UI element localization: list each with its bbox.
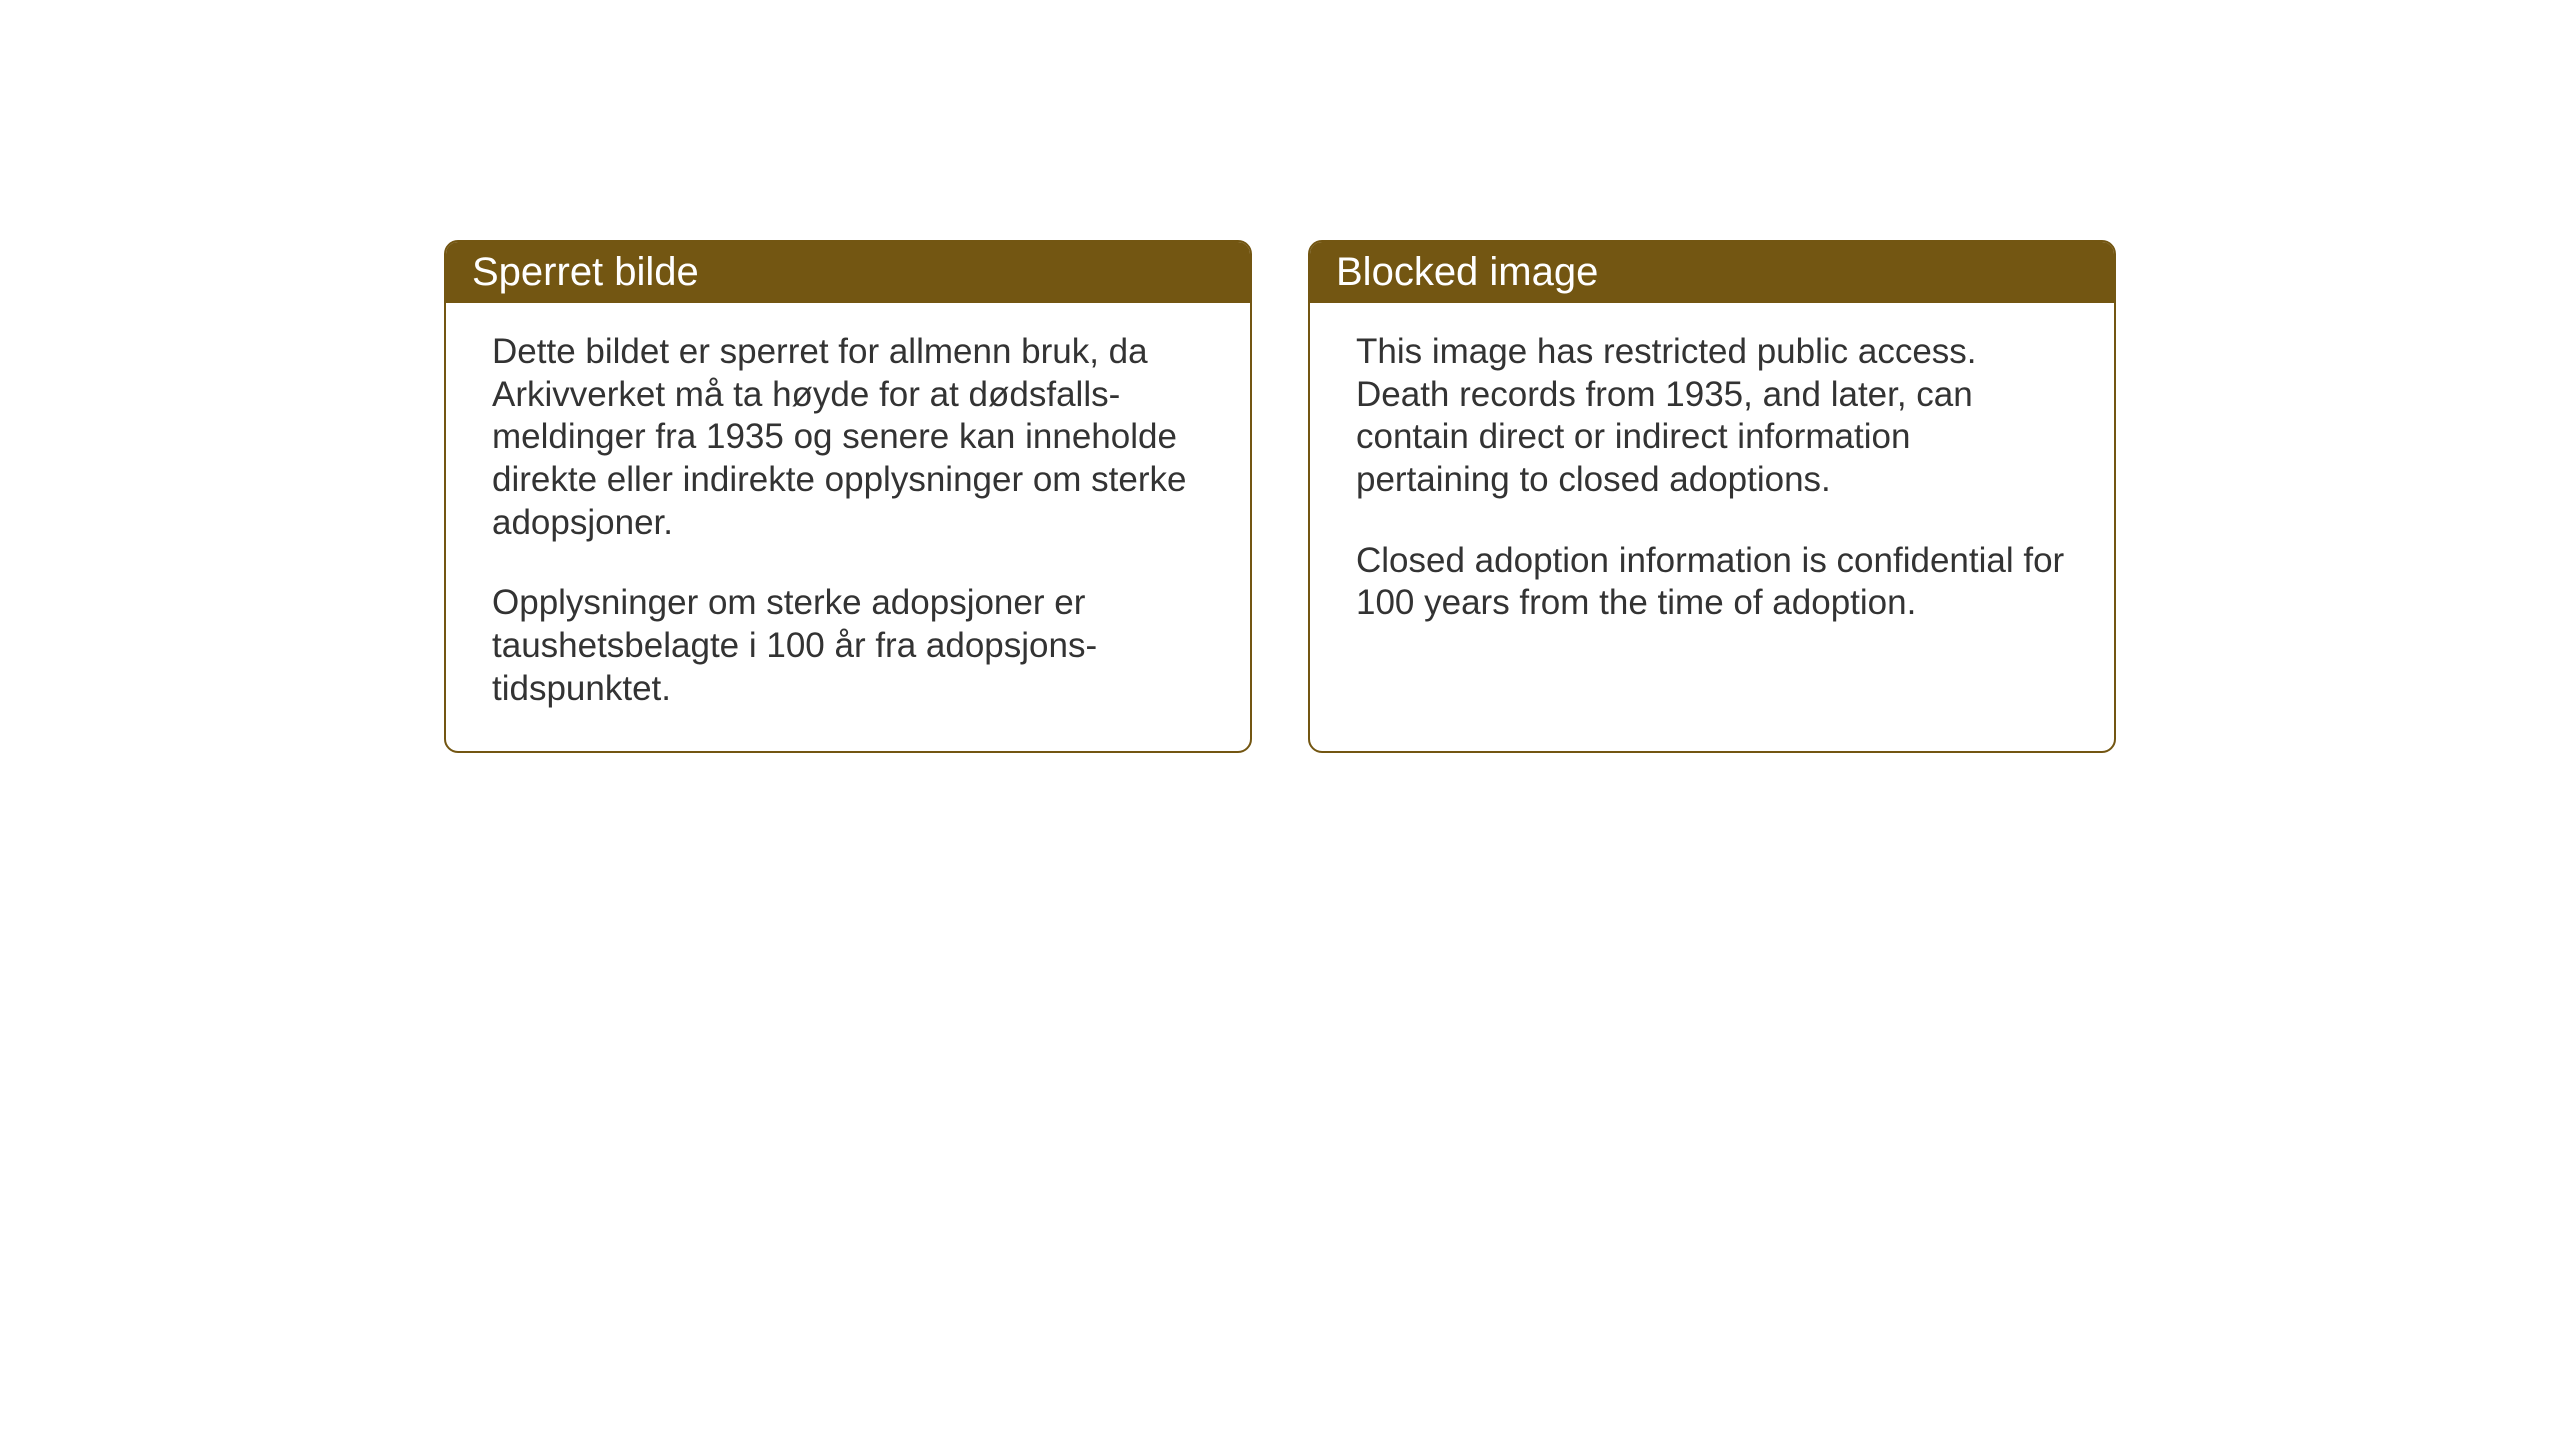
notice-paragraph-2-english: Closed adoption information is confident… bbox=[1356, 540, 2068, 625]
notice-title-english: Blocked image bbox=[1336, 250, 1598, 294]
notice-paragraph-1-norwegian: Dette bildet er sperret for allmenn bruk… bbox=[492, 331, 1204, 544]
notice-title-norwegian: Sperret bilde bbox=[472, 250, 699, 294]
notice-header-norwegian: Sperret bilde bbox=[446, 242, 1250, 303]
notice-body-english: This image has restricted public access.… bbox=[1310, 303, 2114, 751]
notice-paragraph-1-english: This image has restricted public access.… bbox=[1356, 331, 2068, 502]
notice-body-norwegian: Dette bildet er sperret for allmenn bruk… bbox=[446, 303, 1250, 751]
notice-box-norwegian: Sperret bilde Dette bildet er sperret fo… bbox=[444, 240, 1252, 753]
notices-container: Sperret bilde Dette bildet er sperret fo… bbox=[444, 240, 2116, 753]
notice-header-english: Blocked image bbox=[1310, 242, 2114, 303]
notice-paragraph-2-norwegian: Opplysninger om sterke adopsjoner er tau… bbox=[492, 582, 1204, 710]
notice-box-english: Blocked image This image has restricted … bbox=[1308, 240, 2116, 753]
